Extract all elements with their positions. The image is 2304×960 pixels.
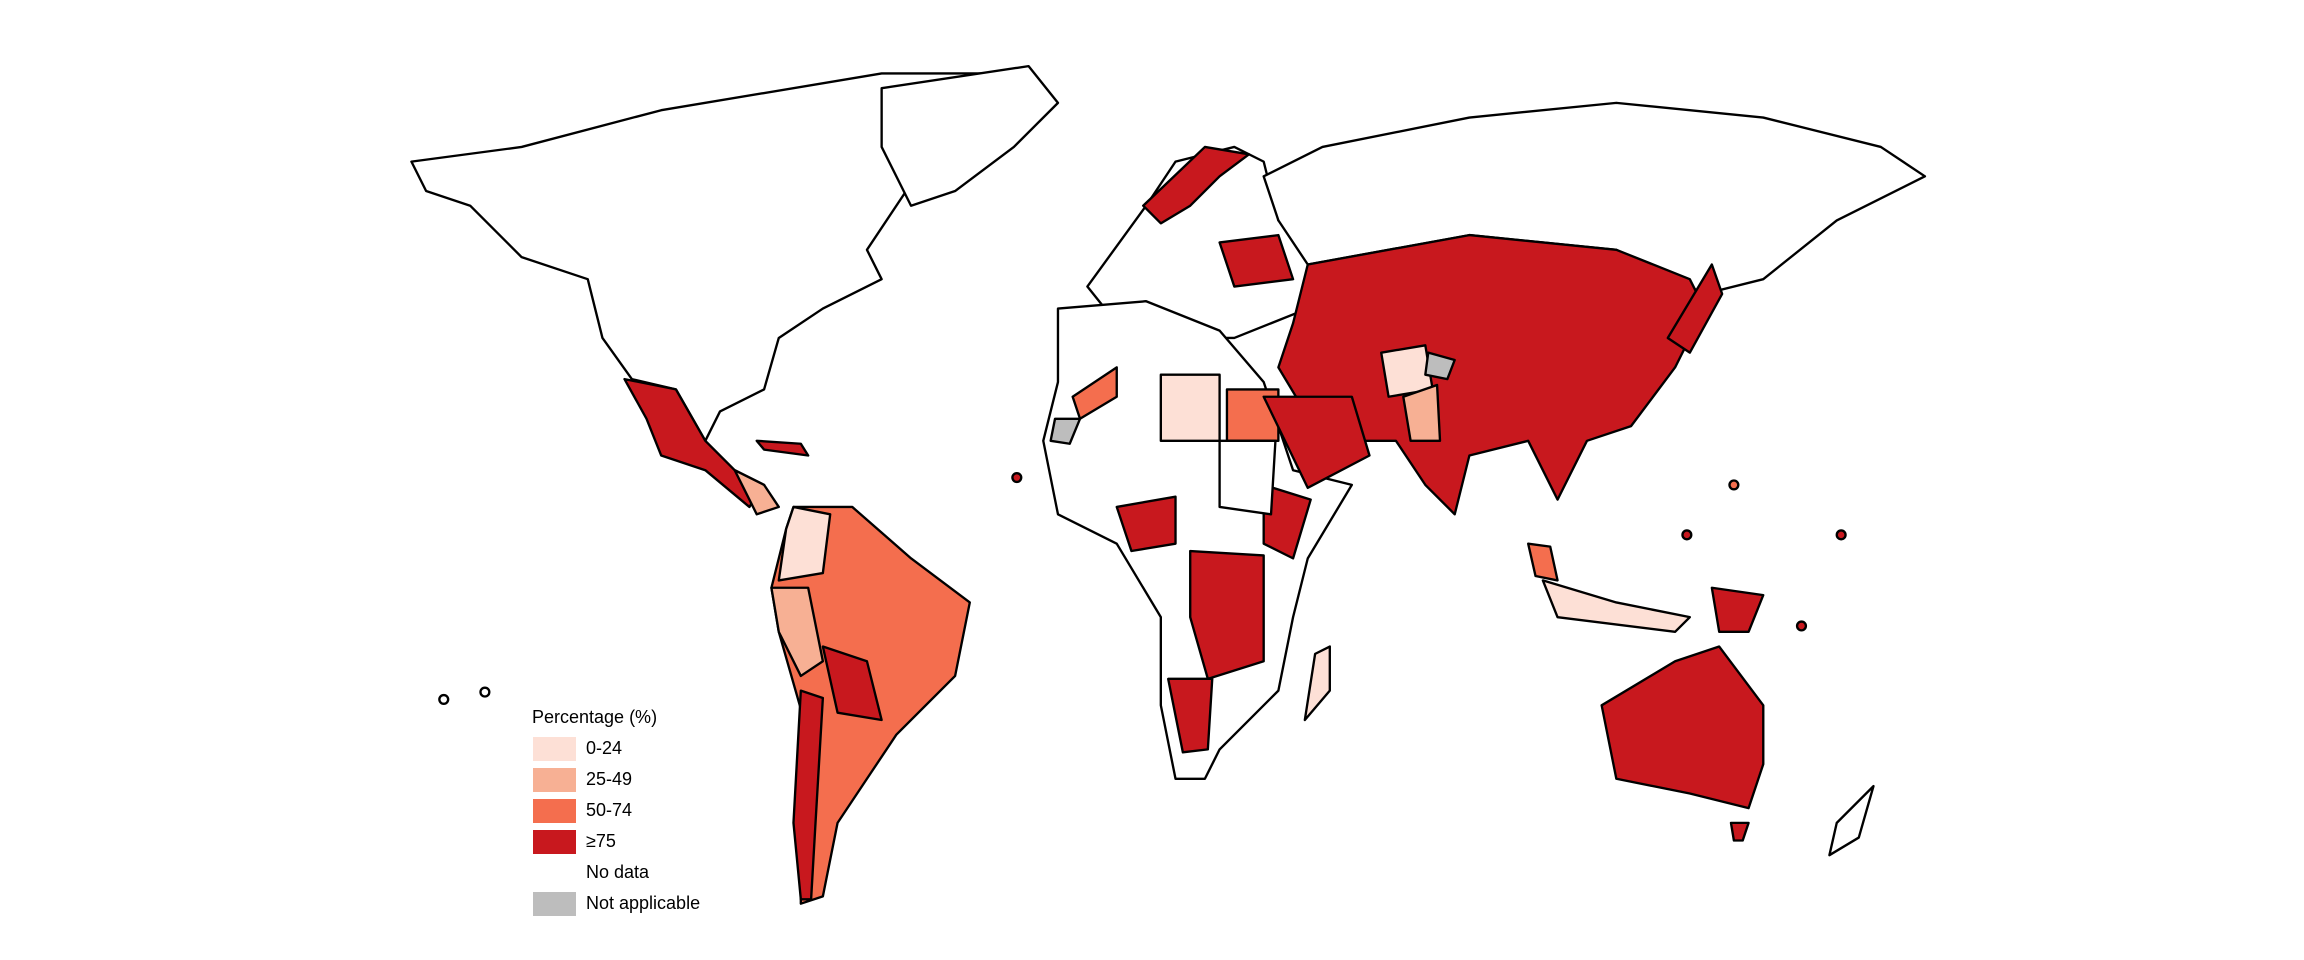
island	[1795, 620, 1808, 632]
island	[479, 686, 491, 698]
cuba	[755, 439, 810, 457]
legend-label: No data	[586, 862, 650, 882]
legend-swatch	[533, 737, 576, 761]
north-america	[410, 72, 1030, 442]
asia	[1277, 233, 1706, 516]
ethiopia	[1262, 483, 1312, 560]
chile	[792, 689, 825, 901]
algeria	[1159, 373, 1221, 442]
legend-swatch	[533, 799, 576, 823]
saudi-arabia	[1262, 395, 1371, 490]
ukraine	[1218, 233, 1295, 288]
kashmir	[1424, 351, 1456, 381]
greenland	[880, 64, 1060, 207]
tasmania	[1729, 821, 1750, 842]
nigeria	[1115, 495, 1177, 553]
legend-swatch	[533, 768, 576, 792]
central-america	[733, 469, 780, 516]
colombia	[777, 505, 832, 582]
bolivia	[821, 645, 883, 722]
legend-label: Not applicable	[586, 893, 700, 913]
legend-label: ≥75	[586, 831, 616, 851]
legend-swatch	[533, 892, 576, 916]
sudan	[1218, 439, 1277, 516]
new-zealand	[1828, 784, 1875, 857]
japan	[1666, 263, 1724, 354]
map-shapes	[410, 64, 1927, 905]
legend-label: 50-74	[586, 800, 632, 820]
island	[1681, 529, 1693, 541]
legend-swatch	[533, 861, 576, 885]
namibia	[1166, 677, 1214, 754]
congo	[1189, 549, 1265, 681]
morocco	[1071, 366, 1118, 420]
legend-label: 0-24	[586, 738, 622, 758]
papua-new-guinea	[1710, 586, 1765, 634]
pakistan	[1402, 383, 1442, 442]
legend-label: 25-49	[586, 769, 632, 789]
scandinavia	[1142, 145, 1251, 225]
legend-title: Percentage (%)	[532, 707, 657, 727]
legend: Percentage (%) 0-24 25-49 50-74 ≥75 No data N…	[532, 707, 700, 916]
western-sahara	[1049, 417, 1082, 445]
peru	[770, 586, 825, 678]
malaysia	[1527, 542, 1559, 582]
madagascar	[1303, 645, 1331, 722]
island	[1835, 529, 1847, 541]
island	[1011, 471, 1023, 484]
australia	[1600, 645, 1765, 810]
indonesia	[1541, 579, 1691, 634]
island	[1728, 479, 1740, 491]
legend-swatch	[533, 830, 576, 854]
island	[438, 693, 450, 706]
